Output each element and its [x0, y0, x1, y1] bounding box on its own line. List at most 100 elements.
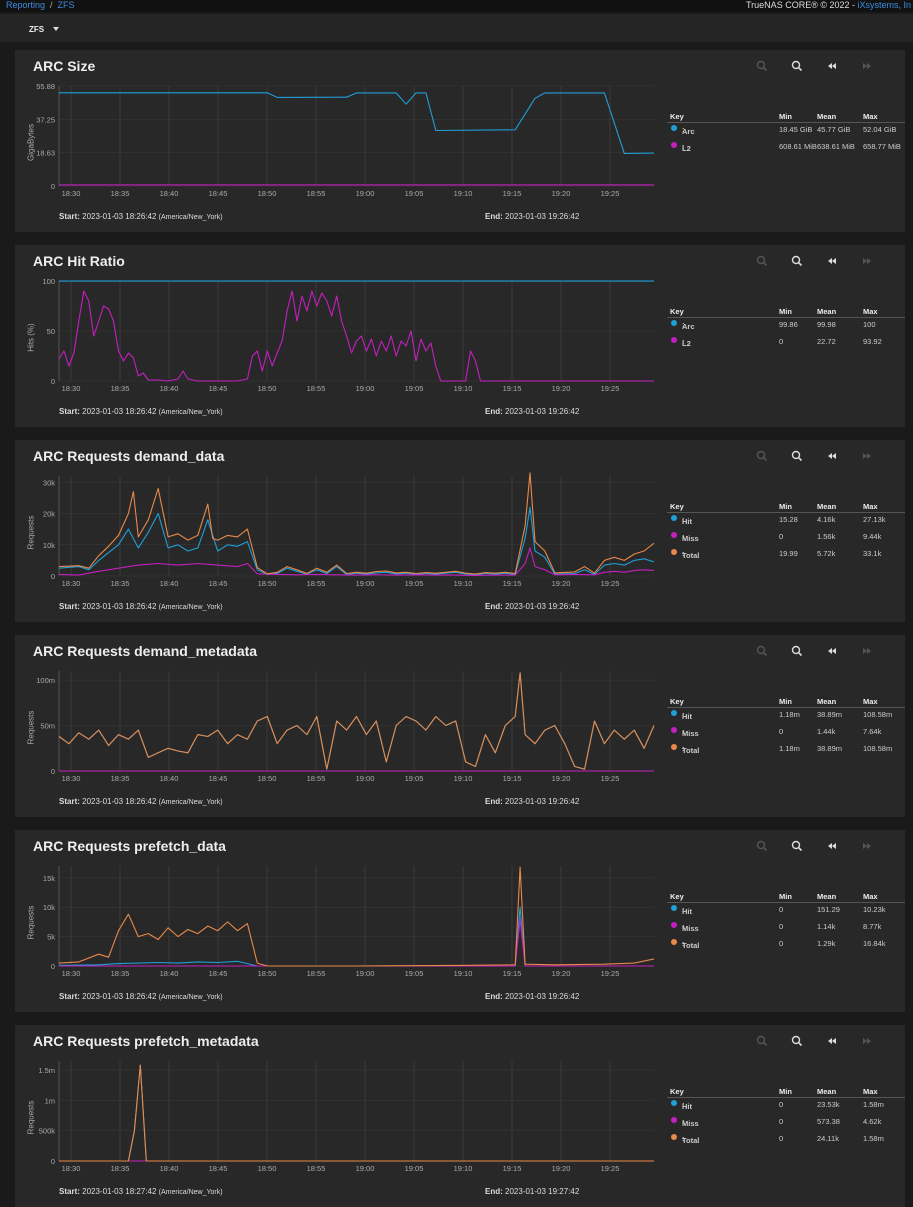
y-axis-label: Requests [26, 710, 36, 745]
chevron-down-icon[interactable] [53, 27, 59, 31]
x-tick-label: 18:55 [307, 969, 326, 978]
end-value: 2023-01-03 19:26:42 [505, 212, 580, 221]
legend-header: Key Min Mean Max [667, 110, 905, 123]
series-line-hit [59, 1064, 654, 1162]
end-label: End: [485, 1187, 503, 1196]
fast-forward-icon[interactable] [860, 59, 874, 73]
x-tick-label: 19:20 [552, 189, 571, 198]
zoom-in-icon[interactable] [790, 1034, 804, 1048]
chart-card: ARC Requests demand_data Requests 0 10k 20k 3… [15, 440, 905, 622]
fast-forward-icon[interactable] [860, 644, 874, 658]
zoom-out-icon[interactable] [755, 254, 769, 268]
x-tick-label: 18:30 [62, 1164, 81, 1173]
legend-header-max: Max [863, 112, 878, 121]
x-tick-label: 18:55 [307, 774, 326, 783]
legend-max: 9.44k [863, 532, 882, 541]
x-tick-label: 19:25 [601, 579, 620, 588]
legend-key: Miss : [682, 922, 699, 933]
x-tick-label: 18:35 [111, 579, 130, 588]
legend-max: 10.23k [863, 905, 886, 914]
series-color-dot [671, 744, 677, 750]
series-color-dot [671, 337, 677, 343]
legend-max: 52.04 GiB [863, 125, 897, 134]
legend-min: 18.45 GiB [779, 125, 813, 134]
x-tick-label: 19:15 [503, 579, 522, 588]
start-label: Start: [59, 797, 80, 806]
fast-forward-icon[interactable] [860, 1034, 874, 1048]
report-type-select[interactable]: ZFS [29, 25, 45, 34]
start-value: 2023-01-03 18:27:42 [82, 1187, 157, 1196]
x-tick-label: 18:55 [307, 579, 326, 588]
x-tick-label: 19:15 [503, 189, 522, 198]
end-time: End: 2023-01-03 19:26:42 [485, 797, 579, 806]
legend-row: Total : 0 1.29k 16.84k [667, 937, 905, 954]
zoom-in-icon[interactable] [790, 839, 804, 853]
x-tick-label: 19:05 [405, 189, 424, 198]
start-time: Start: 2023-01-03 18:26:42 (America/New_… [59, 602, 223, 611]
rewind-icon[interactable] [825, 644, 839, 658]
legend-key: Total : [682, 744, 700, 755]
series-color-dot [671, 1134, 677, 1140]
fast-forward-icon[interactable] [860, 254, 874, 268]
legend-key: Hit : [682, 710, 692, 721]
start-value: 2023-01-03 18:26:42 [82, 797, 157, 806]
company-link[interactable]: iXsystems, In [857, 0, 911, 10]
start-value: 2023-01-03 18:26:42 [82, 602, 157, 611]
chart-card: ARC Requests prefetch_data Requests 0 5k 10k… [15, 830, 905, 1012]
rewind-icon[interactable] [825, 449, 839, 463]
legend-header-key: Key [670, 502, 684, 511]
x-tick-label: 18:40 [160, 384, 179, 393]
legend-max: 108.58m [863, 710, 893, 719]
x-tick-label: 19:20 [552, 969, 571, 978]
legend-header: Key Min Mean Max [667, 890, 905, 903]
zoom-out-icon[interactable] [755, 59, 769, 73]
legend-header: Key Min Mean Max [667, 1085, 905, 1098]
legend-header-max: Max [863, 697, 878, 706]
breadcrumb-reporting-link[interactable]: Reporting [6, 0, 46, 10]
rewind-icon[interactable] [825, 59, 839, 73]
y-tick-label: 15k [43, 874, 55, 883]
zoom-in-icon[interactable] [790, 449, 804, 463]
zoom-out-icon[interactable] [755, 644, 769, 658]
legend-key-text: Miss [682, 729, 699, 738]
breadcrumb-separator: / [50, 0, 53, 10]
zoom-out-icon[interactable] [755, 449, 769, 463]
start-value: 2023-01-03 18:26:42 [82, 212, 157, 221]
zoom-out-icon[interactable] [755, 1034, 769, 1048]
chart-plot: 0 50m 100m 18:30 18:35 18:40 18:45 18:50 18:55 19… [36, 671, 655, 783]
x-tick-label: 18:30 [62, 774, 81, 783]
legend-header-key: Key [670, 112, 684, 121]
fast-forward-icon[interactable] [860, 449, 874, 463]
legend-header-max: Max [863, 502, 878, 511]
legend-row: L2 : 0 22.72 93.92 [667, 335, 905, 352]
zoom-in-icon[interactable] [790, 59, 804, 73]
series-color-dot [671, 922, 677, 928]
zoom-out-icon[interactable] [755, 839, 769, 853]
fast-forward-icon[interactable] [860, 839, 874, 853]
y-axis-label: GigaBytes [26, 124, 36, 161]
zoom-in-icon[interactable] [790, 644, 804, 658]
legend-mean: 24.11k [817, 1134, 839, 1143]
legend-key: Hit : [682, 905, 692, 916]
chart-card: ARC Size GigaBytes 0 18.63 37.25 55.88 18:30 18… [15, 50, 905, 232]
rewind-icon[interactable] [825, 1034, 839, 1048]
y-tick-label: 0 [51, 377, 55, 386]
legend-header-key: Key [670, 697, 684, 706]
top-bar: Reporting / ZFS TrueNAS CORE® © 2022 - iXs… [0, 0, 913, 12]
y-tick-label: 0 [51, 182, 55, 191]
start-time: Start: 2023-01-03 18:26:42 (America/New_… [59, 992, 223, 1001]
legend-min: 1.18m [779, 710, 800, 719]
end-time: End: 2023-01-03 19:27:42 [485, 1187, 579, 1196]
y-tick-label: 10k [43, 541, 55, 550]
x-tick-label: 18:30 [62, 969, 81, 978]
report-toolbar: ZFS [0, 14, 913, 42]
legend-header-key: Key [670, 892, 684, 901]
rewind-icon[interactable] [825, 839, 839, 853]
x-tick-label: 19:25 [601, 384, 620, 393]
y-tick-label: 0 [51, 572, 55, 581]
end-label: End: [485, 602, 503, 611]
rewind-icon[interactable] [825, 254, 839, 268]
x-tick-label: 19:05 [405, 774, 424, 783]
breadcrumb-zfs-link[interactable]: ZFS [57, 0, 75, 10]
zoom-in-icon[interactable] [790, 254, 804, 268]
